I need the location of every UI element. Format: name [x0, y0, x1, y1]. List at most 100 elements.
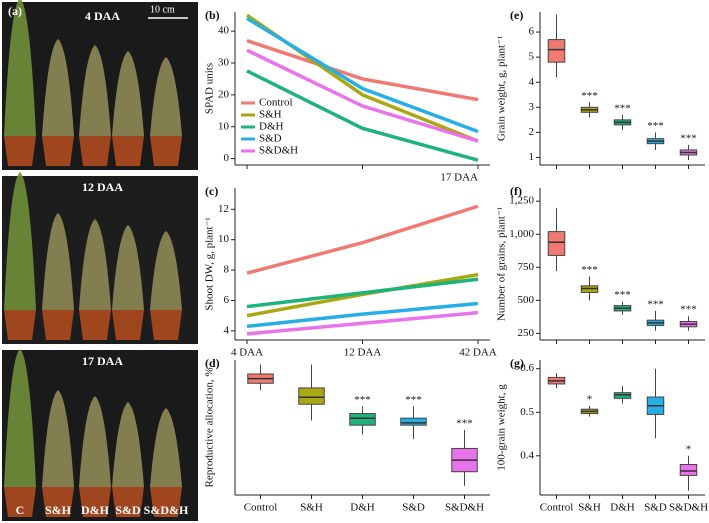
y-tick-label: 0.4 [520, 449, 534, 461]
plant [79, 219, 111, 310]
series-line [246, 310, 479, 336]
plant [79, 45, 111, 136]
x-tick-label: S&D&H [445, 502, 484, 514]
y-tick-label: 4 [224, 324, 230, 336]
y-tick-label: 10 [218, 120, 230, 132]
y-tick-label: 6 [224, 294, 230, 306]
scale-bar-label: 10 cm [150, 4, 175, 15]
x-tick-label: S&H [578, 502, 601, 514]
series-line [246, 39, 479, 102]
stage-label: 4 DAA [85, 9, 120, 23]
series-line [246, 48, 479, 143]
y-tick-label: 20 [218, 88, 230, 100]
plants [4, 0, 182, 517]
legend-label: S&H [259, 109, 282, 121]
x-tick-label: Control [540, 502, 574, 514]
pot [79, 487, 111, 517]
y-tick-label: 6 [529, 26, 535, 38]
y-axis-label: SPAD units [204, 63, 216, 114]
legend-label: Control [259, 97, 293, 109]
y-tick-label: 4 [529, 76, 535, 88]
panel-label: (c) [205, 184, 218, 198]
significance: *** [581, 264, 598, 276]
pot [112, 310, 144, 340]
y-axis-label: Shoot DW, g, plant⁻¹ [204, 217, 216, 310]
x-tick-label: S&D [644, 502, 667, 514]
pot [150, 310, 182, 340]
series-line [246, 69, 479, 162]
y-tick-label: 1,250 [509, 195, 534, 207]
x-tick-label: 12 DAA [344, 347, 382, 359]
pot [150, 136, 182, 166]
photo-panel: (a) 10 cm 4 DAA 12 DAA 17 DAA C S&H D&H … [2, 0, 198, 521]
stage-label: 12 DAA [82, 180, 123, 194]
significance: *** [680, 304, 697, 316]
y-tick-label: 12 [218, 203, 229, 215]
pot [79, 310, 111, 340]
y-tick-label: 40 [218, 25, 230, 37]
significance: *** [614, 289, 631, 301]
x-tick-label: S&D [402, 502, 425, 514]
plant [4, 172, 36, 310]
y-tick-label: 0 [224, 152, 230, 164]
treatment-label: S&D&H [144, 503, 189, 517]
y-axis-label: 100-grain weight, g [496, 384, 508, 471]
series-line [246, 301, 479, 329]
y-tick-label: 30 [218, 57, 230, 69]
x-tick-label: S&H [300, 502, 323, 514]
significance: * [686, 443, 692, 455]
plant [112, 51, 144, 136]
plant [4, 349, 36, 487]
y-tick-label: 8 [224, 264, 230, 276]
y-tick-label: 0.5 [520, 406, 534, 418]
significance: *** [456, 417, 473, 429]
significance: * [587, 393, 593, 405]
y-tick-label: 3 [529, 101, 535, 113]
x-tick-label: 42 DAA [459, 347, 497, 359]
series-line [246, 277, 479, 309]
treatment-label: C [16, 503, 25, 517]
y-axis-label: Reproductive allocation, % [204, 367, 216, 487]
legend-label: D&H [259, 121, 284, 133]
pot [79, 136, 111, 166]
x-tick-label: Control [244, 502, 278, 514]
pot [112, 136, 144, 166]
panel-label: (b) [205, 8, 220, 22]
y-tick-label: 10 [218, 233, 230, 245]
plant [112, 225, 144, 310]
significance: *** [354, 394, 371, 406]
panel-label: (g) [510, 356, 524, 370]
y-tick-label: 0.6 [520, 362, 534, 374]
y-tick-label: 5 [529, 51, 535, 63]
stage-label: 17 DAA [82, 354, 123, 368]
significance: *** [405, 394, 422, 406]
treatment-label: D&H [81, 503, 110, 517]
plant [42, 213, 74, 310]
box [400, 417, 427, 426]
plant [79, 396, 111, 487]
y-tick-label: 250 [518, 327, 535, 339]
y-axis-label: Grain weight, g, plant⁻¹ [496, 36, 508, 141]
x-tick-label: D&H [610, 502, 635, 514]
panel-label: (f) [510, 184, 522, 198]
y-tick-label: 500 [518, 294, 535, 306]
series-line [246, 16, 479, 134]
box [298, 387, 325, 405]
significance: *** [647, 120, 664, 132]
plant [150, 408, 182, 487]
pot [4, 310, 36, 340]
x-tick-label: D&H [350, 502, 375, 514]
treatment-label: S&D [115, 503, 141, 517]
series-line [246, 272, 479, 318]
plant [150, 231, 182, 310]
y-tick-label: 1,000 [509, 228, 534, 240]
pot [112, 487, 144, 517]
plant [4, 0, 36, 136]
panel-label: (e) [510, 8, 523, 22]
significance: *** [614, 102, 631, 114]
pot [42, 487, 74, 517]
y-tick-label: 2 [529, 126, 535, 138]
significance: *** [581, 90, 598, 102]
panel-label: (d) [205, 356, 220, 370]
